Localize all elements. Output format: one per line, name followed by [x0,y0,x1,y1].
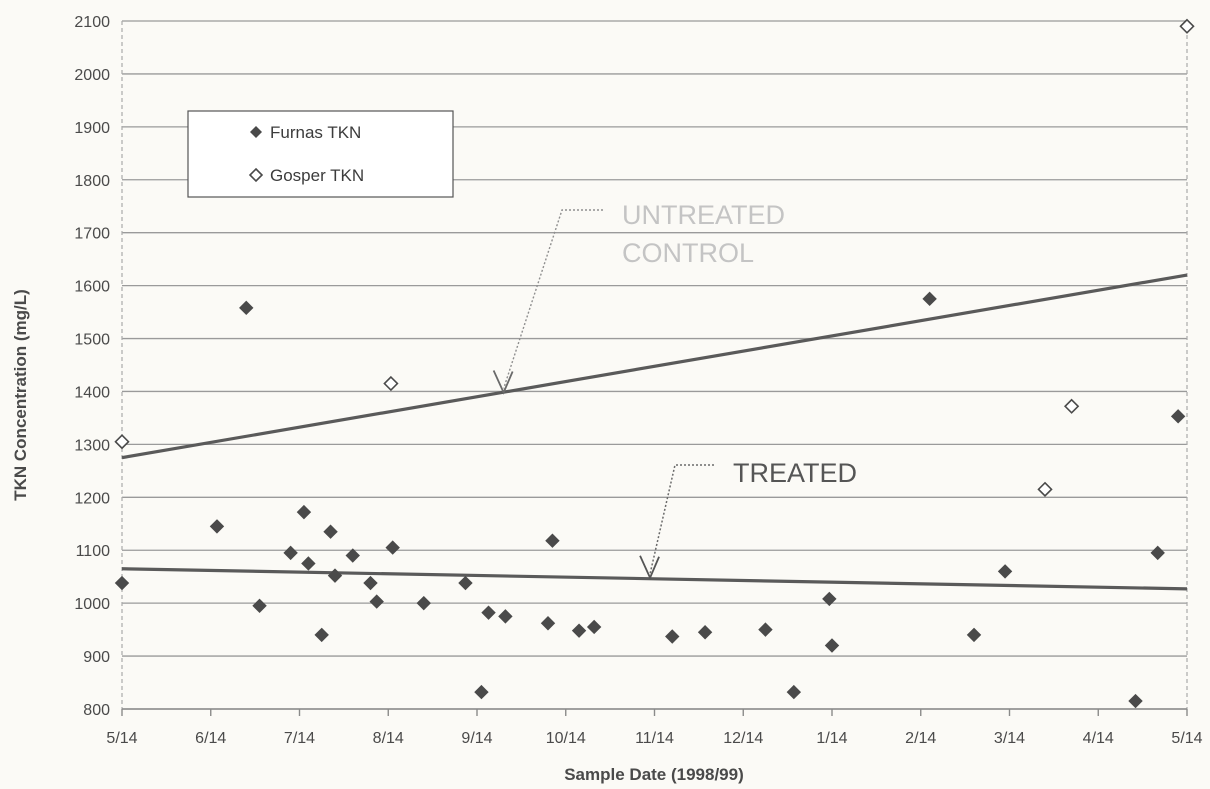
y-tick-label: 1300 [74,437,110,454]
x-tick-label: 6/14 [195,730,226,747]
furnas-point [540,616,556,631]
furnas-point [586,619,602,635]
furnas-point [545,533,560,548]
furnas-point [323,524,338,539]
treated-arrowhead [639,555,660,580]
x-tick-label: 5/14 [106,730,137,747]
gosper-point [1063,398,1080,414]
furnas-point [301,556,316,571]
furnas-point [363,575,378,591]
untreated-label: CONTROL [622,238,754,268]
furnas-point [824,638,840,653]
furnas-point [209,519,225,534]
trendline [121,273,1188,460]
trendlines [121,273,1188,591]
x-tick-label: 5/14 [1171,730,1202,747]
legend-box [187,110,454,198]
x-tick-label: 10/14 [546,730,586,747]
y-tick-label: 2000 [74,67,110,84]
x-tick-label: 2/14 [905,730,936,747]
y-tick-label: 2100 [74,14,110,31]
furnas-point [997,564,1013,579]
legend-label-gosper: Gosper TKN [270,166,364,185]
furnas-point [458,575,473,591]
y-tick-label: 800 [83,702,110,719]
furnas-point [369,594,384,609]
gosper-point [114,434,130,450]
x-axis-title: Sample Date (1998/99) [564,765,744,784]
treated-leader [649,464,714,574]
furnas-point [498,609,513,624]
furnas-point [385,540,400,555]
furnas-point [1170,409,1186,424]
y-tick-label: 1000 [74,596,110,613]
untreated-arrowhead [492,370,514,395]
x-tick-label: 7/14 [284,730,315,747]
x-tick-label: 9/14 [461,730,492,747]
y-tick-label: 1700 [74,226,110,243]
furnas-point [345,548,360,563]
legend-marker-furnas [250,126,262,138]
untreated-leader [502,209,603,389]
furnas-point [481,605,496,620]
y-axis-title: TKN Concentration (mg/L) [11,289,30,501]
annotations: UNTREATED CONTROL TREATED [492,200,857,580]
x-tick-label: 8/14 [373,730,404,747]
furnas-point [1128,693,1143,709]
furnas-point [786,684,802,700]
x-tick-label: 3/14 [994,730,1025,747]
furnas-point [922,291,937,307]
trendline [121,567,1188,591]
y-tick-label: 1900 [74,120,110,137]
furnas-point [665,629,680,644]
y-tick-label: 1600 [74,279,110,296]
y-tick-label: 1800 [74,173,110,190]
furnas-point [697,625,713,640]
x-tick-label: 12/14 [723,730,763,747]
furnas-point [474,684,489,700]
y-tick-label: 1100 [76,543,111,560]
gosper-point [1179,18,1195,34]
furnas-point [416,595,431,611]
furnas-point [327,568,343,583]
data-points [114,18,1195,709]
x-tick-label: 11/14 [635,730,674,747]
legend: Furnas TKN Gosper TKN [187,110,454,198]
y-axis-ticks: 800 900 1000 1100 1200 1300 1400 1500 1600 1700 18… [74,14,110,719]
furnas-point [758,622,773,637]
x-tick-label: 4/14 [1083,730,1114,747]
furnas-point [252,598,267,614]
y-tick-label: 1500 [74,332,110,349]
x-axis-ticks: 5/14 6/14 7/14 8/14 9/14 10/14 11/14 12/14 1/14 2… [106,709,1203,747]
furnas-point [114,575,130,591]
gosper-point [383,375,399,392]
furnas-point [296,504,312,520]
y-tick-label: 900 [83,649,110,666]
furnas-point [314,627,329,643]
furnas-point [283,545,298,561]
gosper-point [1037,481,1053,498]
furnas-point [822,591,837,607]
x-tick-label: 1/14 [816,730,847,747]
treated-label: TREATED [733,458,857,488]
y-tick-label: 1400 [74,384,110,401]
legend-marker-gosper [248,167,264,183]
furnas-point [966,627,982,643]
untreated-label: UNTREATED [622,200,785,230]
y-tick-label: 1200 [74,490,110,507]
furnas-point [1150,545,1165,561]
legend-label-furnas: Furnas TKN [270,123,361,142]
furnas-point [571,623,587,638]
furnas-point [239,300,254,316]
